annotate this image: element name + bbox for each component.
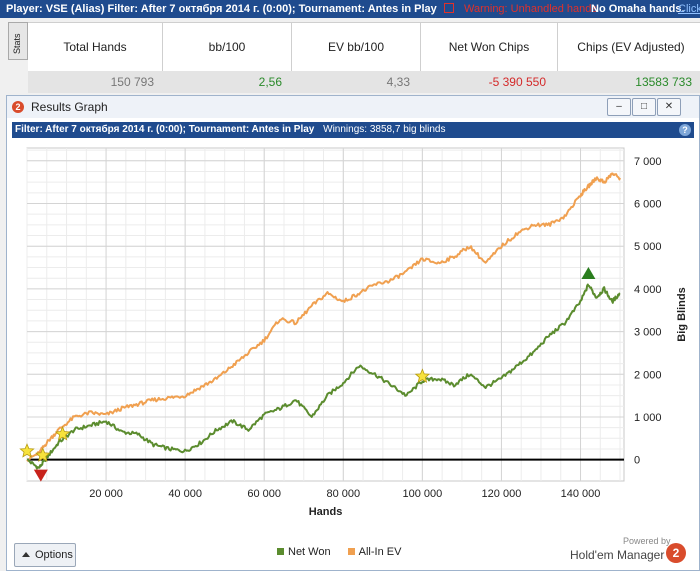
series-line-net-won [26,283,621,470]
stats-tab-label: Stats [12,33,22,54]
star-marker [19,443,35,458]
best-point-marker [581,266,596,279]
header-total-hands[interactable]: Total Hands [28,23,163,71]
chart-legend: Net Won All-In EV [277,546,415,558]
player-filter-text: Player: VSE (Alias) Filter: After 7 октя… [6,3,437,15]
header-ev-bb100[interactable]: EV bb/100 [292,23,421,71]
options-button[interactable]: Options [14,543,76,567]
y-tick-label: 5 000 [634,241,662,253]
window-titlebar[interactable]: 2 Results Graph – □ ✕ [7,96,699,118]
y-axis-title: Big Blinds [676,287,688,341]
y-tick-label: 1 000 [634,412,662,424]
results-line-chart: 20 000 40 000 60 000 80 000 100 000 120 000 14… [19,147,688,518]
window-title: Results Graph [31,100,108,114]
star-marker [414,368,430,383]
y-tick-label: 3 000 [634,327,662,339]
graph-filter-text: Filter: After 7 октября 2014 г. (0:00); … [15,124,315,135]
x-tick-label: 140 000 [561,488,601,500]
header-bb100[interactable]: bb/100 [163,23,292,71]
winnings-text: Winnings: 3858,7 big blinds [323,124,446,135]
plot-area [26,147,625,482]
legend-net-won-label: Net Won [288,546,331,558]
value-bb100: 2,56 [258,75,282,89]
y-tick-label: 2 000 [634,369,662,381]
header-chips-ev-adjusted[interactable]: Chips (EV Adjusted) [577,40,685,54]
value-ev-bb100: 4,33 [386,75,410,89]
x-tick-label: 80 000 [326,488,360,500]
header-net-won-chips[interactable]: Net Won Chips [421,23,558,71]
y-tick-label: 0 [634,455,640,467]
x-tick-label: 120 000 [482,488,522,500]
legend-allin-ev[interactable]: All-In EV [347,546,402,558]
stats-header-row: Total Hands bb/100 EV bb/100 Net Won Chi… [28,22,700,72]
value-chips-ev-adjusted: 13583 733 [635,75,692,89]
allin-ev-swatch [347,548,355,555]
legend-net-won[interactable]: Net Won [277,546,331,558]
y-tick-label: 7 000 [634,156,662,168]
hm2-branding: Powered by Hold'em Manager 2 [567,536,687,568]
warning-text: Warning: Unhandled hands [464,3,597,15]
x-tick-label: 100 000 [402,488,442,500]
star-marker [54,425,71,441]
worst-point-marker [33,469,48,482]
powered-by-text: Powered by [623,536,671,546]
value-net-won-chips: -5 390 550 [488,75,546,89]
y-tick-label: 4 000 [634,284,662,296]
graph-filter-bar: Filter: After 7 октября 2014 г. (0:00); … [12,122,694,138]
hm2-app-icon: 2 [12,101,24,113]
legend-allin-ev-label: All-In EV [358,546,402,558]
x-tick-label: 20 000 [89,488,123,500]
series-line-allin-ev [26,172,621,462]
omaha-notice: No Omaha hands. [591,3,685,15]
results-graph-window: 2 Results Graph – □ ✕ Filter: After 7 ок… [6,95,700,571]
close-button[interactable]: ✕ [657,98,681,116]
warning-icon [444,3,454,13]
net-won-swatch [277,548,284,555]
hm2-logo-icon: 2 [666,543,686,563]
help-icon[interactable]: ? [679,124,691,136]
maximize-button[interactable]: □ [632,98,656,116]
value-total-hands: 150 793 [110,75,154,89]
top-status-bar: Player: VSE (Alias) Filter: After 7 октя… [0,0,700,18]
x-axis-title: Hands [309,506,343,518]
stats-side-tab[interactable]: Stats [8,22,28,60]
collapse-up-icon [22,552,30,557]
star-marker [35,447,51,462]
x-tick-label: 60 000 [247,488,281,500]
brand-name: Hold'em Manager [570,548,665,562]
x-tick-label: 40 000 [168,488,202,500]
minimize-button[interactable]: – [607,98,631,116]
stats-value-row[interactable]: 150 793 2,56 4,33 -5 390 550 13583 733 [28,71,700,93]
click-link[interactable]: Click [678,3,700,15]
unhandled-hands-warning[interactable]: Warning: Unhandled hands [438,0,597,18]
options-label: Options [35,549,73,561]
y-tick-label: 6 000 [634,199,662,211]
